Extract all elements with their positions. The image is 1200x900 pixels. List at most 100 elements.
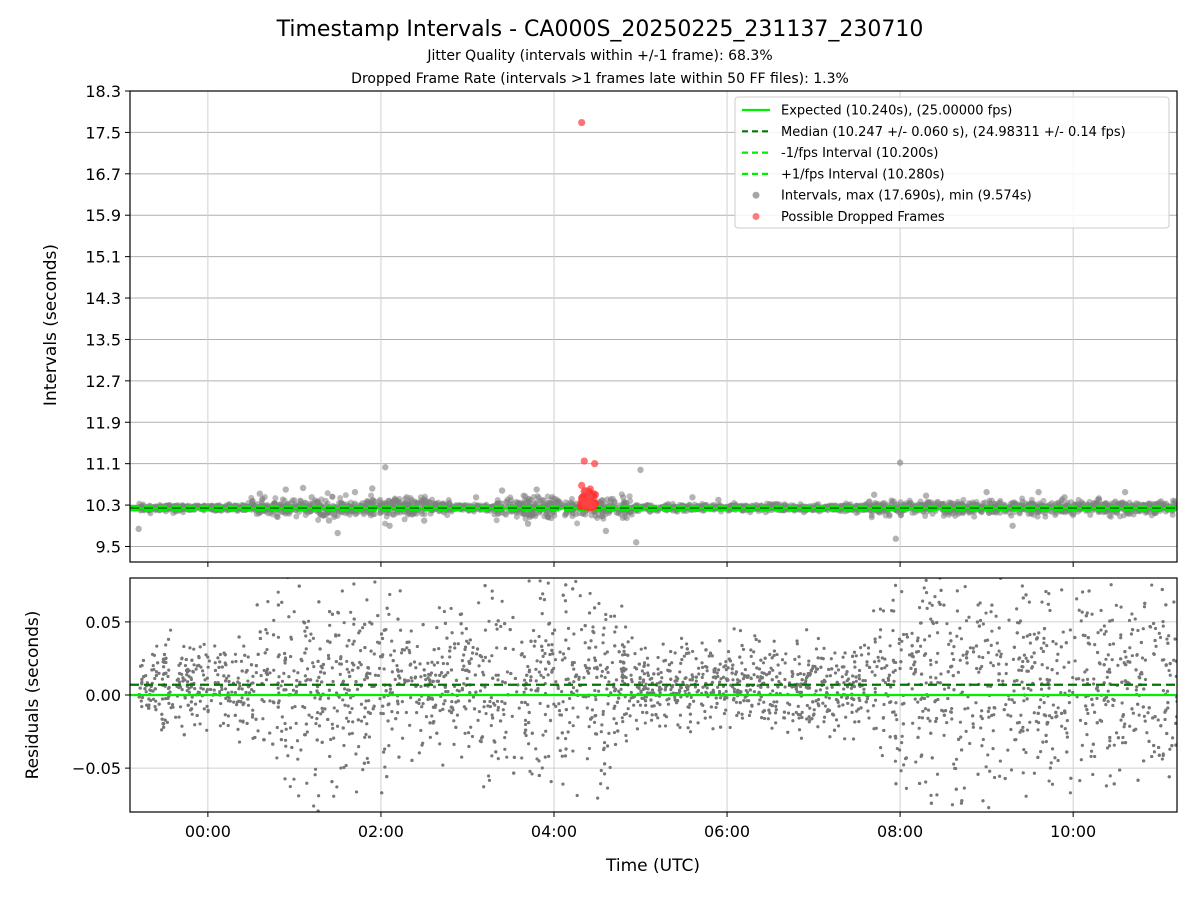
residual-point bbox=[921, 599, 925, 603]
residual-point bbox=[602, 740, 607, 745]
residual-point bbox=[599, 730, 603, 734]
residual-point bbox=[762, 716, 767, 721]
residual-point bbox=[971, 725, 975, 729]
residual-point bbox=[343, 703, 347, 707]
residual-point bbox=[630, 636, 634, 640]
residual-point bbox=[1077, 608, 1081, 612]
residual-point bbox=[445, 662, 450, 666]
residual-point bbox=[591, 629, 595, 633]
residual-point bbox=[757, 667, 762, 671]
residual-point bbox=[441, 661, 445, 666]
residual-point bbox=[1108, 670, 1112, 674]
residual-point bbox=[786, 711, 791, 715]
residual-point bbox=[409, 662, 413, 666]
residual-point bbox=[462, 664, 466, 668]
residual-point bbox=[596, 796, 600, 800]
residual-point bbox=[986, 651, 990, 655]
chart-title: Timestamp Intervals - CA000S_20250225_23… bbox=[276, 17, 924, 42]
residual-point bbox=[813, 664, 817, 669]
residual-point bbox=[959, 735, 963, 739]
residual-point bbox=[265, 647, 269, 652]
residual-point bbox=[705, 686, 709, 690]
residual-point bbox=[718, 696, 723, 700]
residual-point bbox=[632, 703, 636, 707]
dropped-frames bbox=[576, 118, 600, 512]
residual-point bbox=[1095, 696, 1099, 700]
residual-point bbox=[1107, 744, 1112, 748]
residual-point bbox=[593, 568, 596, 571]
residual-point bbox=[613, 630, 617, 634]
residual-point bbox=[629, 673, 633, 677]
interval-point-34 bbox=[870, 491, 878, 498]
residual-point bbox=[1045, 666, 1050, 670]
residual-point bbox=[576, 715, 580, 719]
residual-point bbox=[319, 712, 323, 716]
residual-point bbox=[610, 660, 614, 665]
residual-point bbox=[895, 718, 899, 722]
residual-point bbox=[707, 654, 711, 658]
residual-point bbox=[659, 680, 663, 684]
residual-point bbox=[537, 670, 541, 674]
residual-point bbox=[470, 651, 475, 655]
residual-point bbox=[641, 697, 646, 701]
interval-point-5 bbox=[256, 490, 263, 497]
residual-point bbox=[344, 763, 348, 768]
residual-point bbox=[539, 660, 543, 664]
residual-point bbox=[284, 727, 288, 731]
residual-point bbox=[454, 700, 458, 704]
interval-point-30 bbox=[715, 496, 722, 504]
residual-point bbox=[933, 700, 937, 704]
residual-point bbox=[986, 753, 990, 757]
residual-point bbox=[234, 659, 238, 664]
residual-point bbox=[796, 712, 800, 717]
residual-point bbox=[1067, 701, 1071, 705]
residual-point bbox=[855, 709, 859, 713]
top-interval-cloud bbox=[135, 459, 1177, 546]
residual-point bbox=[1020, 584, 1024, 588]
residual-point bbox=[814, 670, 818, 674]
residual-point bbox=[1015, 607, 1019, 611]
residual-point bbox=[192, 647, 196, 651]
residual-point bbox=[567, 647, 571, 651]
residual-point bbox=[1009, 768, 1014, 772]
top-y-tick-label-9: 16.7 bbox=[85, 165, 121, 184]
residual-point bbox=[261, 717, 265, 721]
residual-point bbox=[716, 668, 721, 672]
residual-point bbox=[749, 648, 753, 652]
residual-point bbox=[620, 604, 624, 608]
residual-point bbox=[283, 738, 288, 742]
residual-point bbox=[766, 685, 770, 689]
residual-point bbox=[351, 642, 355, 646]
residual-point bbox=[862, 643, 867, 647]
residual-point bbox=[1050, 782, 1055, 786]
residual-point bbox=[799, 736, 804, 740]
residual-point bbox=[818, 688, 823, 692]
residual-point bbox=[388, 592, 392, 597]
interval-point bbox=[273, 513, 280, 520]
interval-point bbox=[558, 501, 565, 508]
residual-point bbox=[899, 648, 903, 652]
residual-point bbox=[921, 709, 925, 713]
residual-point bbox=[791, 719, 795, 723]
residual-point bbox=[609, 614, 613, 618]
residual-point bbox=[598, 663, 603, 667]
residual-point bbox=[496, 705, 501, 710]
residual-point bbox=[900, 590, 904, 594]
residual-point bbox=[587, 746, 592, 751]
residual-point bbox=[218, 690, 222, 694]
interval-point bbox=[491, 511, 498, 518]
top-y-tick-label-6: 14.3 bbox=[85, 289, 121, 308]
residual-point bbox=[612, 730, 617, 735]
residual-point bbox=[1048, 608, 1052, 613]
residual-point bbox=[198, 645, 202, 649]
residual-point bbox=[1015, 678, 1019, 683]
residual-point bbox=[843, 737, 847, 741]
residual-point bbox=[649, 718, 654, 722]
residual-point bbox=[429, 671, 434, 675]
residual-point bbox=[540, 612, 544, 616]
top-y-tick-label-4: 12.7 bbox=[85, 372, 121, 391]
residual-point bbox=[361, 626, 365, 630]
residual-point bbox=[917, 605, 922, 610]
residual-point bbox=[572, 632, 576, 636]
residual-point bbox=[1162, 658, 1166, 662]
